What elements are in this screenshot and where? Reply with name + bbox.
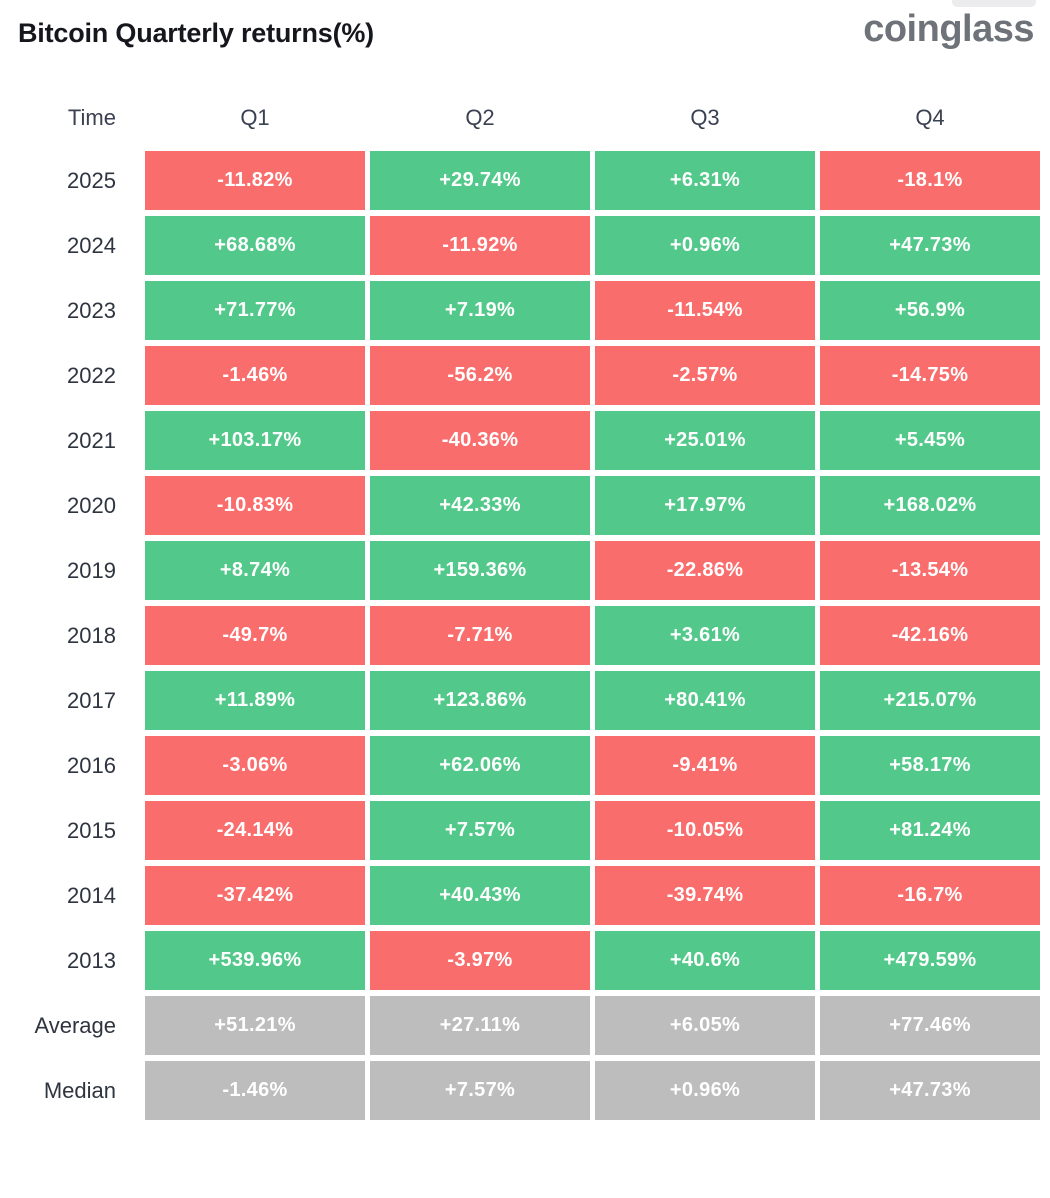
return-cell: -24.14% [145,801,365,860]
return-cell: +6.05% [595,996,815,1055]
return-cell: +29.74% [370,151,590,210]
return-cell: +539.96% [145,931,365,990]
column-header-q1: Q1 [240,105,270,130]
row-label: 2018 [67,622,116,648]
page: Bitcoin Quarterly returns(%) coinglass T… [18,8,1040,1120]
return-cell: -16.7% [820,866,1040,925]
return-cell: -11.82% [145,151,365,210]
row-label: 2019 [67,557,116,583]
return-cell: +159.36% [370,541,590,600]
row-label: Average [34,1012,116,1038]
return-cell: -11.92% [370,216,590,275]
return-cell: +27.11% [370,996,590,1055]
return-cell: +6.31% [595,151,815,210]
returns-table-body: 2025 -11.82% +29.74% +6.31% -18.1% 2024 +68.68… [18,151,1040,1120]
return-cell: -49.7% [145,606,365,665]
row-label: 2015 [67,817,116,843]
coinglass-logo: coinglass [863,8,1034,50]
column-header-q3: Q3 [690,105,720,130]
return-cell: +40.43% [370,866,590,925]
return-cell: +215.07% [820,671,1040,730]
return-cell: +0.96% [595,1061,815,1120]
return-cell: +58.17% [820,736,1040,795]
return-cell: +47.73% [820,1061,1040,1120]
return-cell: +7.57% [370,801,590,860]
row-label: 2023 [67,297,116,323]
row-label: 2016 [67,752,116,778]
return-cell: +123.86% [370,671,590,730]
return-cell: +11.89% [145,671,365,730]
return-cell: -11.54% [595,281,815,340]
return-cell: -1.46% [145,1061,365,1120]
return-cell: +479.59% [820,931,1040,990]
column-header-q4: Q4 [915,105,945,130]
return-cell: -1.46% [145,346,365,405]
row-label: 2024 [67,232,116,258]
return-cell: +47.73% [820,216,1040,275]
return-cell: +7.19% [370,281,590,340]
return-cell: -40.36% [370,411,590,470]
return-cell: +71.77% [145,281,365,340]
return-cell: -42.16% [820,606,1040,665]
return-cell: -10.05% [595,801,815,860]
return-cell: +5.45% [820,411,1040,470]
return-cell: -39.74% [595,866,815,925]
return-cell: +0.96% [595,216,815,275]
return-cell: +77.46% [820,996,1040,1055]
return-cell: -22.86% [595,541,815,600]
return-cell: +17.97% [595,476,815,535]
return-cell: +81.24% [820,801,1040,860]
row-label: 2025 [67,167,116,193]
returns-table-header: Time Q1 Q2 Q3 Q4 [18,104,1040,132]
return-cell: +42.33% [370,476,590,535]
return-cell: -9.41% [595,736,815,795]
return-cell: -13.54% [820,541,1040,600]
return-cell: -10.83% [145,476,365,535]
return-cell: +80.41% [595,671,815,730]
return-cell: +62.06% [370,736,590,795]
return-cell: +40.6% [595,931,815,990]
column-header-time: Time [67,105,116,130]
return-cell: -37.42% [145,866,365,925]
row-label: 2013 [67,947,116,973]
return-cell: +51.21% [145,996,365,1055]
return-cell: +168.02% [820,476,1040,535]
return-cell: -3.97% [370,931,590,990]
row-label: 2021 [67,427,116,453]
return-cell: +68.68% [145,216,365,275]
column-header-q2: Q2 [465,105,495,130]
return-cell: -56.2% [370,346,590,405]
return-cell: +8.74% [145,541,365,600]
return-cell: -14.75% [820,346,1040,405]
return-cell: +25.01% [595,411,815,470]
return-cell: -7.71% [370,606,590,665]
row-label: 2014 [67,882,116,908]
return-cell: +3.61% [595,606,815,665]
row-label: 2017 [67,687,116,713]
return-cell: -18.1% [820,151,1040,210]
return-cell: +56.9% [820,281,1040,340]
row-label: 2020 [67,492,116,518]
return-cell: -3.06% [145,736,365,795]
return-cell: +103.17% [145,411,365,470]
top-edge-tab [952,0,1036,7]
return-cell: -2.57% [595,346,815,405]
row-label: 2022 [67,362,116,388]
page-title: Bitcoin Quarterly returns(%) [18,18,374,48]
return-cell: +7.57% [370,1061,590,1120]
row-label: Median [43,1077,116,1103]
